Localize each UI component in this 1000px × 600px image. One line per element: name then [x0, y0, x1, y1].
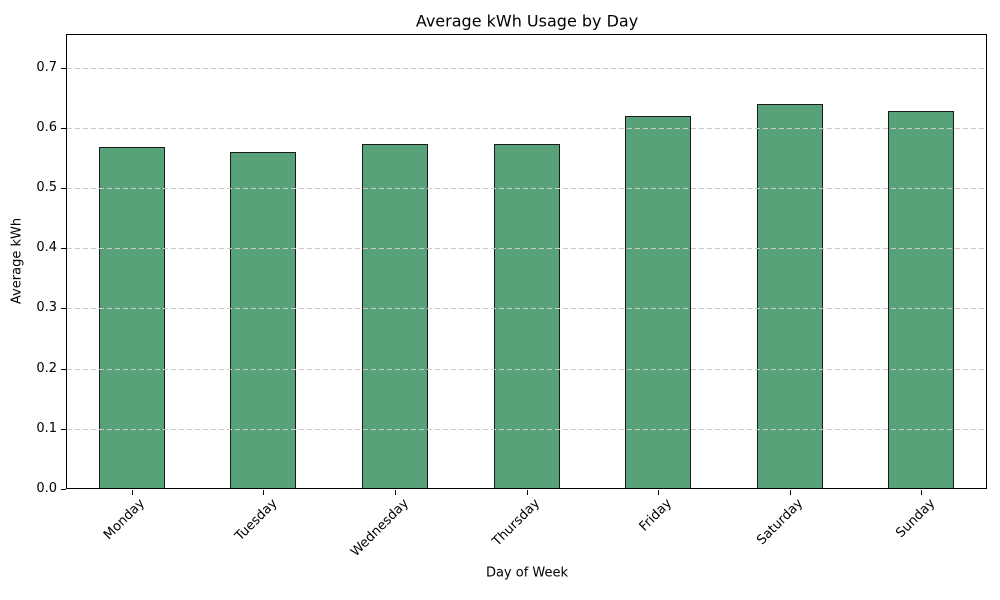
x-tick-label-wednesday: Wednesday [347, 496, 412, 560]
x-tick [789, 490, 791, 495]
gridline-0.6 [67, 127, 986, 129]
y-tick [61, 308, 66, 310]
y-tick [61, 127, 66, 129]
bar-wednesday [361, 143, 428, 489]
y-tick-label: 0.5 [36, 180, 57, 196]
bar-saturday [756, 104, 823, 489]
x-tick-label-sunday: Sunday [892, 496, 938, 542]
x-tick [394, 490, 396, 495]
y-tick-label: 0.6 [36, 119, 57, 135]
gridline-0.3 [67, 308, 986, 310]
bar-thursday [493, 143, 560, 489]
y-tick [61, 428, 66, 430]
y-tick [61, 67, 66, 69]
bar-tuesday [230, 152, 297, 489]
y-tick [61, 489, 66, 490]
y-tick-label: 0.4 [36, 240, 57, 256]
y-tick-label: 0.0 [36, 481, 57, 496]
y-tick-label: 0.1 [36, 420, 57, 436]
x-tick-label-tuesday: Tuesday [232, 496, 281, 545]
y-tick-label: 0.2 [36, 360, 57, 376]
chart-title: Average kWh Usage by Day [415, 11, 639, 31]
y-tick-label: 0.7 [36, 59, 57, 75]
x-tick [526, 490, 528, 495]
x-tick [131, 490, 133, 495]
x-tick-label-monday: Monday [101, 496, 149, 543]
x-tick-label-thursday: Thursday [489, 496, 544, 550]
y-tick [61, 368, 66, 370]
gridline-0.5 [67, 188, 986, 190]
bar-monday [98, 147, 165, 489]
x-tick [658, 490, 660, 495]
x-axis-label: Day of Week [485, 565, 569, 581]
bar-sunday [888, 111, 955, 489]
gridline-0.2 [67, 368, 986, 370]
bar-friday [625, 115, 692, 489]
gridline-0.7 [67, 67, 986, 69]
x-tick [921, 490, 923, 495]
y-tick [61, 188, 66, 190]
y-tick-label: 0.3 [36, 300, 57, 316]
gridline-0.1 [67, 428, 986, 430]
gridline-0.4 [67, 248, 986, 250]
x-tick-label-friday: Friday [636, 496, 675, 535]
x-tick [263, 490, 265, 495]
x-tick-label-saturday: Saturday [754, 496, 807, 549]
y-tick [61, 248, 66, 250]
